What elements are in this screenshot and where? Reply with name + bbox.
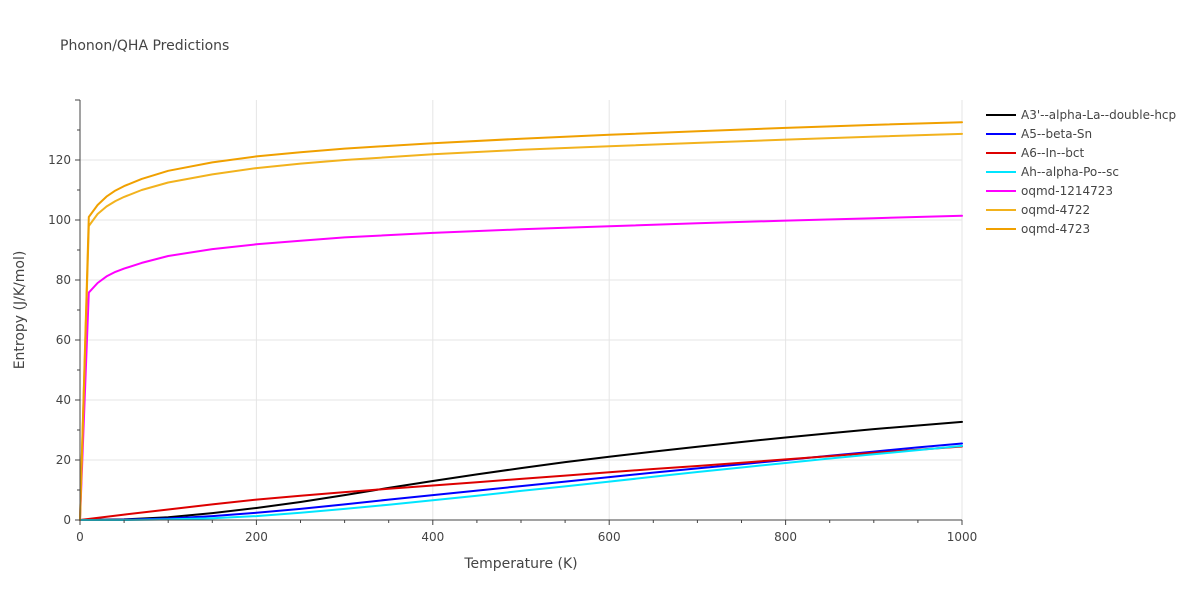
y-tick-label: 0 bbox=[63, 513, 71, 527]
legend-item[interactable]: A3'--alpha-La--double-hcp bbox=[986, 108, 1176, 122]
y-tick-label: 20 bbox=[56, 453, 71, 467]
series-line bbox=[79, 445, 963, 521]
y-tick-label: 40 bbox=[56, 393, 71, 407]
legend-item[interactable]: oqmd-4722 bbox=[986, 203, 1090, 217]
x-tick-label: 1000 bbox=[947, 530, 978, 544]
legend-label: A3'--alpha-La--double-hcp bbox=[1021, 108, 1176, 122]
legend-label: oqmd-1214723 bbox=[1021, 184, 1113, 198]
legend-item[interactable]: Ah--alpha-Po--sc bbox=[986, 165, 1119, 179]
legend-item[interactable]: oqmd-1214723 bbox=[986, 184, 1113, 198]
legend-label: oqmd-4722 bbox=[1021, 203, 1090, 217]
legend[interactable]: A3'--alpha-La--double-hcp A5--beta-Sn A6--… bbox=[986, 108, 1176, 236]
x-tick-label: 800 bbox=[774, 530, 797, 544]
legend-label: Ah--alpha-Po--sc bbox=[1021, 165, 1119, 179]
legend-item[interactable]: oqmd-4723 bbox=[986, 222, 1090, 236]
chart-title: Phonon/QHA Predictions bbox=[60, 38, 229, 54]
x-axis-title: Temperature (K) bbox=[463, 556, 577, 572]
x-tick-label: 0 bbox=[76, 530, 84, 544]
plot-area bbox=[79, 121, 963, 521]
y-tick-label: 100 bbox=[48, 213, 71, 227]
x-tick-label: 200 bbox=[245, 530, 268, 544]
series-line bbox=[79, 121, 963, 521]
legend-item[interactable]: A5--beta-Sn bbox=[986, 127, 1092, 141]
y-tick-label: 80 bbox=[56, 273, 71, 287]
axes: 0 200 400 600 800 1000 0 20 40 60 80 100 120 bbox=[48, 99, 978, 544]
y-tick-label: 120 bbox=[48, 153, 71, 167]
y-axis-title: Entropy (J/K/mol) bbox=[12, 251, 28, 370]
legend-label: oqmd-4723 bbox=[1021, 222, 1090, 236]
series-line bbox=[79, 420, 963, 521]
series-line bbox=[79, 444, 963, 521]
legend-item[interactable]: A6--In--bct bbox=[986, 146, 1085, 160]
x-tick-label: 400 bbox=[421, 530, 444, 544]
series-line bbox=[79, 214, 963, 521]
y-tick-label: 60 bbox=[56, 333, 71, 347]
series-line bbox=[79, 132, 963, 521]
legend-label: A5--beta-Sn bbox=[1021, 127, 1092, 141]
legend-label: A6--In--bct bbox=[1021, 146, 1085, 160]
x-tick-label: 600 bbox=[598, 530, 621, 544]
series-line bbox=[79, 442, 963, 521]
